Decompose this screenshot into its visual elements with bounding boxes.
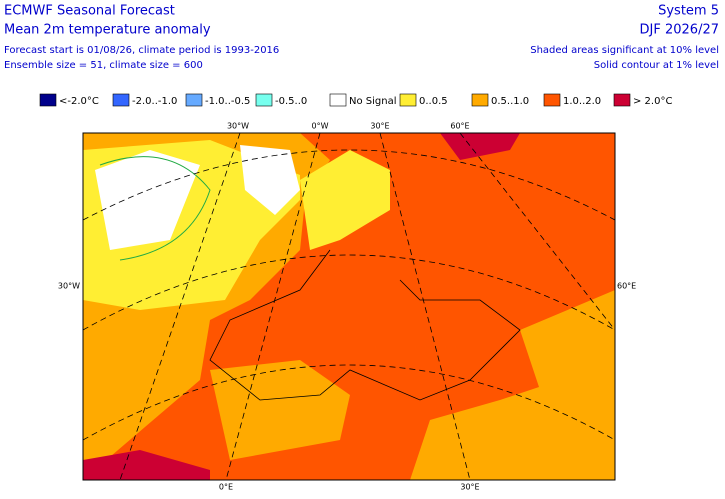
shade [240, 145, 300, 215]
graticule-labels: 30°W 0°W 30°E 60°E 30°W 60°E 0°E 30°E [58, 122, 636, 492]
legend-swatch [112, 93, 130, 107]
legend-swatch [399, 93, 417, 107]
graticule-label: 60°E [450, 122, 469, 131]
legend-swatch [255, 93, 273, 107]
coastline [209, 249, 521, 401]
system: System 5 [658, 4, 719, 19]
legend-label: -2.0..-1.0 [132, 96, 177, 107]
legend-swatch [543, 93, 561, 107]
info: Ensemble size = 51, climate size = 600 [4, 60, 203, 71]
legend-swatch [329, 93, 347, 107]
legend-label: > 2.0°C [633, 96, 672, 107]
shade [410, 370, 615, 480]
info: Forecast start is 01/08/26, climate peri… [4, 45, 279, 56]
graticule [83, 133, 615, 480]
legend-swatch [39, 93, 57, 107]
graticule-label: 60°E [617, 282, 636, 291]
graticule-label: 30°E [370, 122, 389, 131]
contour [99, 156, 211, 261]
legend-label: -0.5..0 [275, 96, 307, 107]
shade [300, 150, 390, 250]
legend-label: 0.5..1.0 [491, 96, 529, 107]
legend-label: 0..0.5 [419, 96, 448, 107]
map-frame [82, 132, 616, 481]
shade [83, 450, 210, 480]
legend-swatch [613, 93, 631, 107]
legend-label: 1.0..2.0 [563, 96, 601, 107]
legend: <-2.0°C -2.0..-1.0 -1.0..-0.5 -0.5..0 No Sig… [39, 93, 672, 107]
legend-swatch [185, 93, 203, 107]
subtitle: Mean 2m temperature anomaly [4, 23, 211, 38]
graticule-label: 0°E [219, 483, 233, 492]
legend-label: <-2.0°C [59, 96, 99, 107]
graticule-label: 30°E [460, 483, 479, 492]
graticule-label: 0°W [312, 122, 329, 131]
legend-label: -1.0..-0.5 [205, 96, 250, 107]
legend-label: No Signal [349, 96, 397, 107]
title: ECMWF Seasonal Forecast [4, 4, 175, 19]
graticule-label: 30°W [58, 282, 80, 291]
map [83, 133, 615, 480]
shade [95, 150, 200, 250]
shade [440, 133, 520, 160]
shade [210, 360, 350, 460]
info: Solid contour at 1% level [594, 60, 719, 71]
graticule-label: 30°W [227, 122, 249, 131]
info: Shaded areas significant at 10% level [530, 45, 719, 56]
legend-swatch [471, 93, 489, 107]
season: DJF 2026/27 [640, 23, 719, 38]
